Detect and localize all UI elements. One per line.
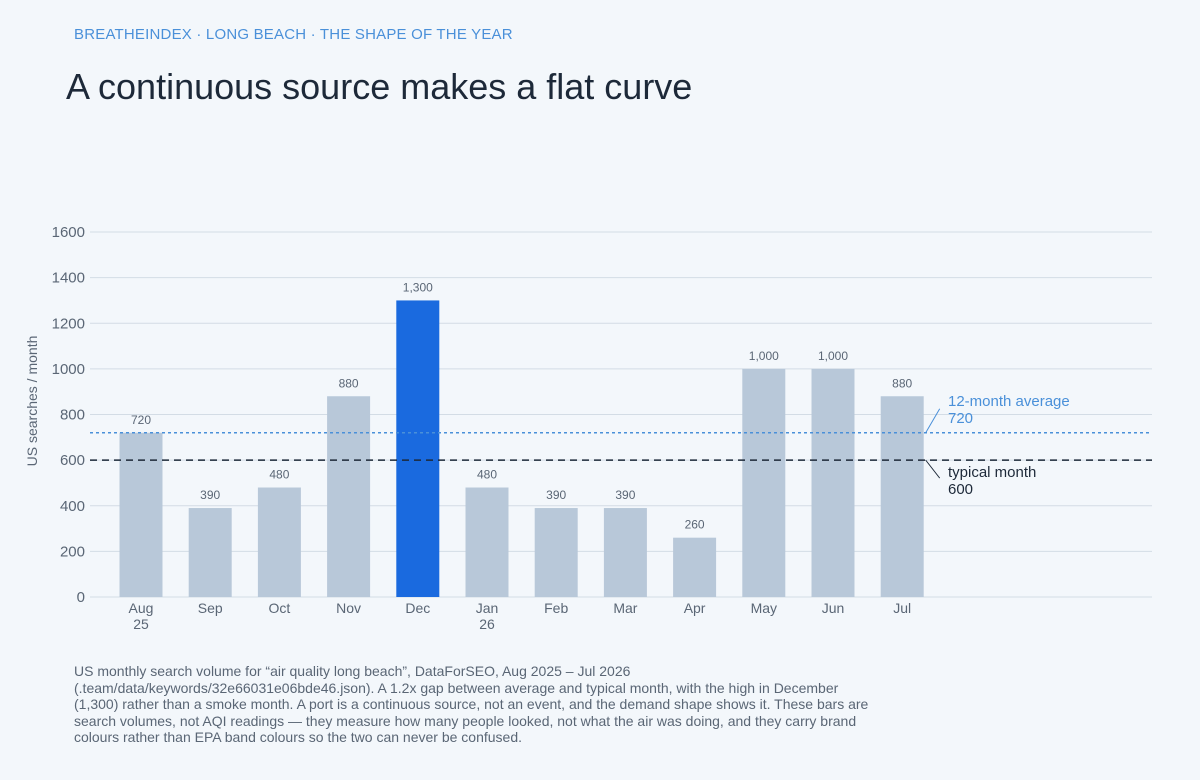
bar-feb (534, 508, 578, 597)
y-tick-label: 1600 (52, 224, 85, 241)
bar-jan (465, 487, 509, 597)
bar-value-label: 1,300 (403, 280, 433, 294)
reference-value: 600 (948, 481, 973, 498)
bar-value-labels: 720 390 480 880 1,300 480 390 390 260 1,000 1,000 8… (131, 280, 913, 531)
bar-value-label: 260 (685, 518, 705, 532)
bar-jun (811, 368, 855, 597)
y-axis-title: US searches / month (24, 336, 40, 467)
kicker: BREATHEINDEX · LONG BEACH · THE SHAPE OF… (74, 26, 513, 43)
x-tick-label: Aug 25 (129, 600, 154, 632)
x-tick-label: Oct (269, 600, 291, 616)
bar-nov (327, 396, 371, 597)
bar-value-label: 880 (339, 376, 359, 390)
y-tick-label: 1400 (52, 270, 85, 287)
y-tick-label: 1200 (52, 315, 85, 332)
bar-value-label: 880 (892, 376, 912, 390)
bar-sep (188, 508, 232, 597)
x-tick-label: May (751, 600, 777, 616)
reference-label: 12-month average (948, 393, 1070, 410)
x-tick-label: Mar (613, 600, 637, 616)
bar-value-label: 480 (477, 468, 497, 482)
x-tick-label: Dec (405, 600, 430, 616)
bar-value-label: 720 (131, 413, 151, 427)
x-tick-label: Feb (544, 600, 568, 616)
x-axis-labels: Aug 25 Sep Oct Nov Dec Jan 26 Feb Mar Apr May Jun Jul (129, 600, 912, 632)
bars (119, 300, 924, 597)
x-tick-label: Nov (336, 600, 361, 616)
x-tick-label: Jan 26 (476, 600, 499, 632)
bar-apr (673, 537, 717, 597)
y-tick-label: 200 (60, 543, 85, 560)
reference-value: 720 (948, 410, 973, 427)
y-tick-label: 1000 (52, 361, 85, 378)
bar-aug (119, 432, 163, 597)
y-tick-label: 400 (60, 498, 85, 515)
caption: US monthly search volume for “air qualit… (74, 663, 869, 745)
reference-leader (925, 408, 941, 434)
bar-jul (880, 396, 924, 597)
y-tick-label: 800 (60, 407, 85, 424)
bar-value-label: 390 (546, 488, 566, 502)
bar-oct (257, 487, 301, 597)
bar-value-label: 1,000 (818, 349, 848, 363)
bar-dec (396, 300, 440, 597)
y-tick-label: 600 (60, 452, 85, 469)
reference-leader (925, 459, 941, 479)
bar-may (742, 368, 786, 597)
bar-value-label: 480 (269, 468, 289, 482)
bar-chart: 0 200 400 600 800 1000 1200 1400 1600 720 390 480 8… (24, 224, 1152, 632)
bar-value-label: 1,000 (749, 349, 779, 363)
bar-value-label: 390 (615, 488, 635, 502)
bar-value-label: 390 (200, 488, 220, 502)
x-tick-label: Sep (198, 600, 223, 616)
reference-label: typical month (948, 464, 1036, 481)
bar-mar (603, 508, 647, 597)
y-tick-label: 0 (77, 589, 85, 606)
y-axis-ticks: 0 200 400 600 800 1000 1200 1400 1600 (52, 224, 85, 606)
x-tick-label: Apr (684, 600, 706, 616)
x-tick-label: Jun (822, 600, 845, 616)
chart-title: A continuous source makes a flat curve (66, 66, 693, 107)
x-tick-label: Jul (893, 600, 911, 616)
